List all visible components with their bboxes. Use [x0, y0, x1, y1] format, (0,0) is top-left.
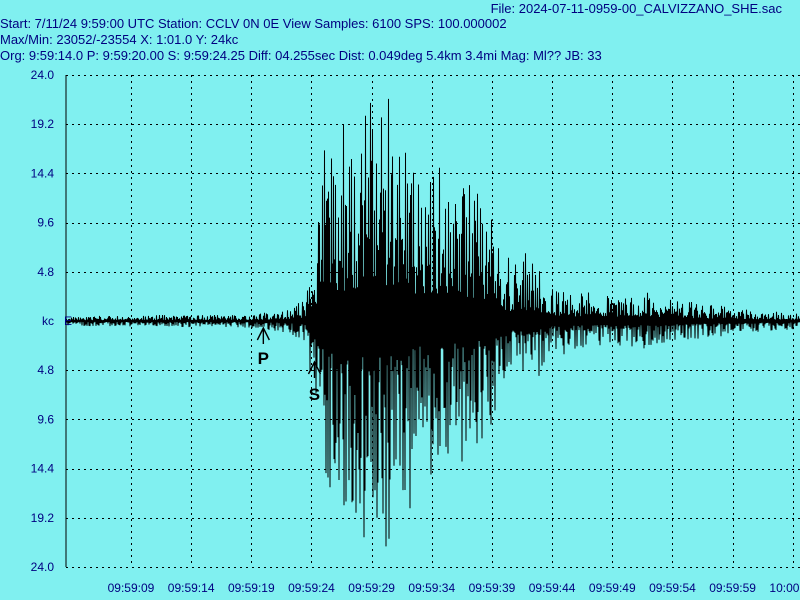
y-tick-labels: 24.0 19.2 14.4 9.6 4.8 kc 4.8 9.6 14.4 19.2 24.0 [31, 68, 55, 574]
y-tick-label: kc [42, 314, 54, 328]
x-tick-label: 10:00:04 [769, 581, 800, 595]
x-tick-label: 09:59:59 [709, 581, 756, 595]
x-tick-label: 09:59:54 [649, 581, 696, 595]
max-min-info: Max/Min: 23052/-23554 X: 1:01.0 Y: 24kc [0, 32, 239, 47]
x-tick-label: 09:59:44 [529, 581, 576, 595]
phase-picks: PS [256, 326, 322, 404]
x-tick-label: 09:59:49 [589, 581, 636, 595]
y-tick-label: 4.8 [37, 265, 54, 279]
trace [65, 98, 800, 547]
y-tick-label: 24.0 [31, 68, 55, 82]
start-station-info: Start: 7/11/24 9:59:00 UTC Station: CCLV… [0, 16, 507, 31]
pick-label: P [258, 349, 269, 368]
y-tick-label: 9.6 [37, 216, 54, 230]
x-tick-label: 09:59:14 [168, 581, 215, 595]
pick-label: S [309, 385, 320, 404]
pick-arrow [256, 326, 270, 344]
y-tick-label: 4.8 [37, 363, 54, 377]
file-name: File: 2024-07-11-0959-00_CALVIZZANO_SHE.… [490, 1, 782, 16]
y-tick-label: 19.2 [31, 511, 55, 525]
y-tick-label: 24.0 [31, 560, 55, 574]
x-tick-label: 09:59:09 [108, 581, 155, 595]
x-tick-label: 09:59:34 [408, 581, 455, 595]
origin-pick-info: Org: 9:59:14.0 P: 9:59:20.00 S: 9:59:24.… [0, 48, 602, 63]
y-tick-label: 14.4 [31, 166, 55, 180]
y-tick-label: 19.2 [31, 117, 55, 131]
x-tick-label: 09:59:19 [228, 581, 275, 595]
x-tick-label: 09:59:29 [348, 581, 395, 595]
x-tick-label: 09:59:24 [288, 581, 335, 595]
y-tick-label: 14.4 [31, 462, 55, 476]
y-tick-label: 9.6 [37, 412, 54, 426]
x-tick-labels: 09:59:09 09:59:14 09:59:19 09:59:24 09:59:29… [108, 581, 800, 595]
x-tick-label: 09:59:39 [469, 581, 516, 595]
channel-label: E [64, 314, 72, 328]
seismic-trace [65, 98, 800, 547]
pick-arrow [307, 360, 322, 378]
